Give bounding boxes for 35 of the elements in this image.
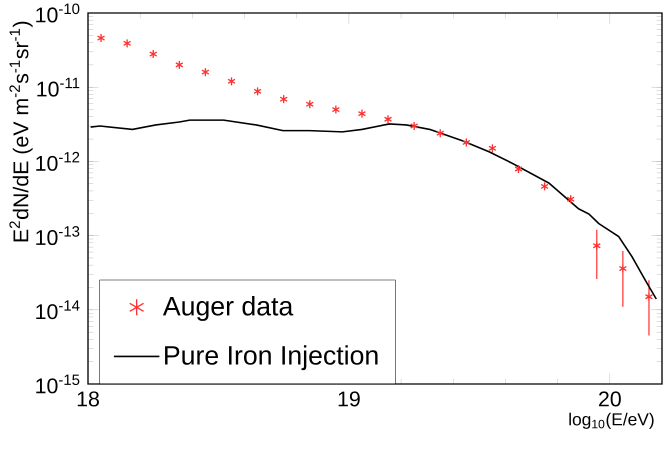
x-tick-label: 20	[599, 391, 621, 406]
y-tick-label: 10$^{-12}$	[36, 152, 80, 171]
point	[280, 94, 288, 104]
point	[201, 67, 210, 77]
point	[436, 128, 444, 138]
point	[384, 114, 392, 124]
y-tick-label: 10$^{-11}$	[37, 78, 80, 97]
point	[123, 38, 132, 48]
point	[540, 182, 549, 192]
y-tick-label: 10$^{-14}$	[36, 300, 80, 320]
x-axis-title: log$_{10}$(E/eV)	[569, 412, 654, 429]
point	[462, 138, 470, 148]
text: E$^{2}$dN/dE (eV m$^{-2}$s$^{-1}$sr$^{-1}$)	[9, 22, 33, 242]
point	[514, 164, 523, 174]
point	[227, 76, 236, 86]
point	[96, 33, 106, 43]
point	[253, 86, 262, 96]
x-tick-label: 19	[338, 391, 360, 406]
legend-label: Auger data	[162, 296, 294, 321]
point	[410, 121, 418, 131]
point	[644, 292, 654, 302]
point	[566, 194, 575, 204]
y-tick-label: 10$^{-13}$	[36, 226, 80, 246]
point	[332, 104, 340, 114]
point	[149, 49, 158, 59]
point	[358, 109, 366, 118]
point	[306, 100, 314, 109]
legend-label: Pure Iron Injection	[165, 345, 378, 370]
y-tick-label: 10$^{-10}$	[36, 4, 80, 23]
y-tick-label: 10$^{-15}$	[36, 374, 80, 394]
point	[175, 60, 184, 70]
point	[592, 241, 601, 250]
point	[488, 144, 497, 154]
x-tick-label: 18	[78, 391, 99, 406]
point	[618, 264, 628, 274]
